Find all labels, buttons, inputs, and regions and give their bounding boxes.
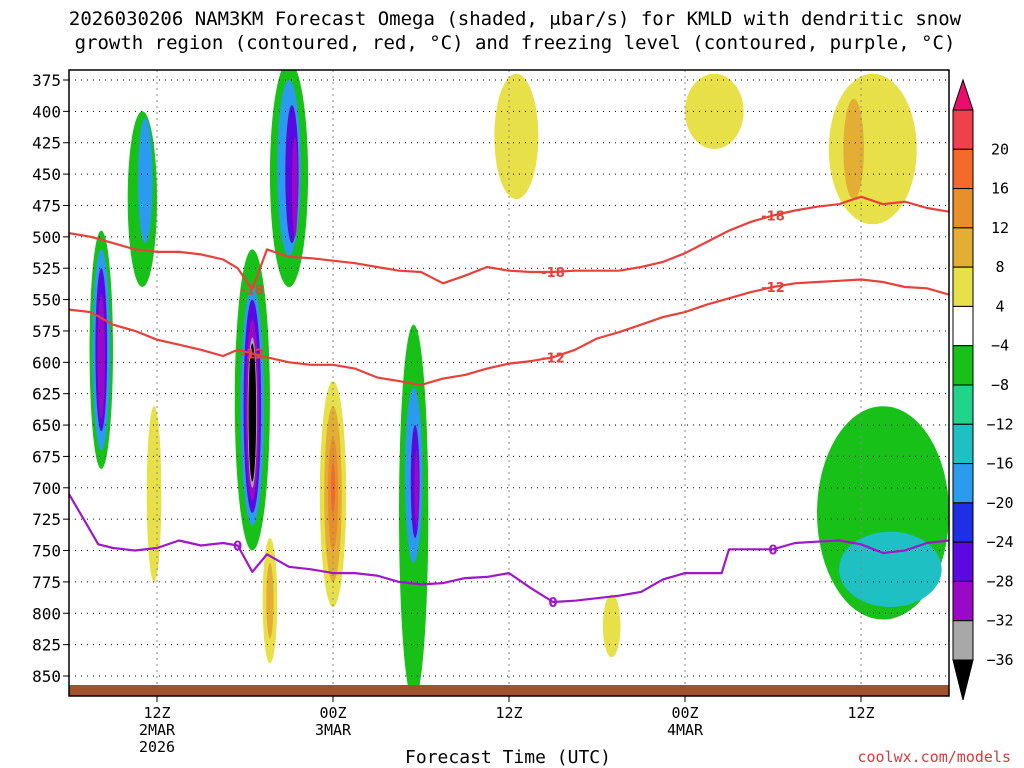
y-tick-label-725: 725 — [32, 510, 61, 529]
omega-region-19 — [414, 450, 419, 526]
colorbar-label-2: 12 — [991, 219, 1009, 237]
y-tick-label-650: 650 — [32, 416, 61, 435]
plot-area: -18 -18 -18 -12 -12 -12 0 0 0 — [69, 70, 949, 696]
colorbar-box-6 — [952, 305, 974, 347]
y-tick-label-800: 800 — [32, 604, 61, 623]
colorbar-box-11 — [952, 502, 974, 543]
contour-label-1-1: -12 — [541, 351, 565, 366]
colorbar-box-14 — [952, 620, 974, 661]
colorbar-label-12: −32 — [986, 612, 1013, 630]
ground-bar — [69, 685, 949, 696]
contour-label-2-0: 0 — [233, 540, 242, 555]
contour-label-2-2: 0 — [768, 543, 777, 558]
y-tick-label-575: 575 — [32, 322, 61, 341]
chart-title-line1: 2026030206 NAM3KM Forecast Omega (shaded… — [69, 8, 962, 30]
omega-region-28 — [266, 563, 274, 639]
colorbar-label-8: −16 — [986, 455, 1013, 473]
contour-label-1-0: -12 — [241, 348, 265, 363]
omega-region-33 — [602, 594, 621, 658]
x-tick-label-0-1: 2MAR — [139, 721, 176, 739]
x-tick-label-3-1: 4MAR — [667, 721, 704, 739]
colorbar-box-10 — [952, 463, 974, 504]
colorbar-label-10: −24 — [986, 533, 1013, 551]
omega-region-29 — [494, 73, 539, 200]
colorbar-label-7: −12 — [986, 415, 1013, 433]
omega-region-11 — [248, 343, 257, 482]
x-tick-label-0-0: 12Z — [143, 704, 170, 722]
credit-link[interactable]: coolwx.com/models — [857, 748, 1011, 766]
y-tick-label-775: 775 — [32, 573, 61, 592]
omega-region-3 — [97, 293, 105, 419]
y-tick-label-500: 500 — [32, 228, 61, 247]
omega-region-32 — [843, 98, 864, 200]
y-tick-label-375: 375 — [32, 71, 61, 90]
colorbar-box-7 — [952, 345, 974, 386]
colorbar-top-triangle — [952, 78, 974, 111]
contour-label-0-2: -18 — [761, 210, 785, 225]
chart-title-line2: growth region (contoured, red, °C) and f… — [75, 32, 956, 54]
contour-label-1-2: -12 — [761, 281, 785, 296]
y-tick-label-750: 750 — [32, 542, 61, 561]
colorbar-box-3 — [952, 188, 974, 229]
y-tick-label-475: 475 — [32, 196, 61, 215]
y-tick-label-450: 450 — [32, 165, 61, 184]
colorbar-bottom-triangle — [952, 659, 974, 701]
x-tick-label-2-0: 12Z — [495, 704, 522, 722]
colorbar-label-1: 16 — [991, 180, 1009, 198]
colorbar-box-8 — [952, 384, 974, 425]
contour-line-1 — [69, 278, 949, 386]
y-axis-ticks: 375 400 425 450 475 500 525 550 575 600 625 650 675 7… — [32, 71, 69, 686]
colorbar-label-13: −36 — [986, 651, 1013, 669]
colorbar-box-2 — [952, 148, 974, 190]
colorbar-box-1 — [952, 109, 974, 150]
omega-shading — [89, 70, 949, 696]
colorbar-label-4: 4 — [995, 297, 1004, 315]
y-tick-label-700: 700 — [32, 479, 61, 498]
colorbar-box-13 — [952, 580, 974, 622]
x-axis-label: Forecast Time (UTC) — [405, 747, 611, 768]
y-tick-label-850: 850 — [32, 667, 61, 686]
y-tick-label-550: 550 — [32, 291, 61, 310]
y-tick-label-675: 675 — [32, 447, 61, 466]
colorbar-box-12 — [952, 541, 974, 582]
omega-region-21 — [839, 531, 942, 607]
x-tick-label-0-2: 2026 — [139, 738, 175, 756]
colorbar-label-3: 8 — [995, 258, 1004, 276]
contour-line-2 — [69, 493, 949, 604]
colorbar-label-6: −8 — [991, 376, 1009, 394]
colorbar-label-9: −20 — [986, 494, 1013, 512]
colorbar-box-4 — [952, 227, 974, 268]
y-tick-label-400: 400 — [32, 102, 61, 121]
x-tick-label-3-0: 00Z — [671, 704, 698, 722]
grid — [69, 70, 949, 696]
y-tick-label-425: 425 — [32, 134, 61, 153]
x-tick-label-4-0: 12Z — [847, 704, 874, 722]
temperature-contours: -18 -18 -18 -12 -12 -12 0 0 0 — [69, 195, 949, 611]
omega-region-26 — [146, 406, 162, 582]
colorbar-box-9 — [952, 423, 974, 465]
y-tick-label-825: 825 — [32, 636, 61, 655]
y-tick-label-600: 600 — [32, 353, 61, 372]
contour-label-0-0: -18 — [241, 284, 265, 299]
colorbar: 20 16 12 8 4 −4 −8 −12 −16 −20 −24 −28 −32 −36 — [952, 78, 1014, 701]
omega-region-30 — [685, 73, 744, 150]
y-tick-label-625: 625 — [32, 385, 61, 404]
omega-region-15 — [291, 136, 298, 237]
contour-label-2-1: 0 — [548, 596, 557, 611]
colorbar-label-0: 20 — [991, 140, 1009, 158]
x-tick-label-1-0: 00Z — [319, 704, 346, 722]
colorbar-label-5: −4 — [991, 337, 1009, 355]
contour-label-0-1: -18 — [541, 266, 565, 281]
omega-region-5 — [137, 117, 153, 244]
colorbar-label-11: −28 — [986, 572, 1013, 590]
contour-line-0 — [69, 195, 949, 291]
colorbar-box-5 — [952, 266, 974, 307]
x-tick-label-1-1: 3MAR — [315, 721, 352, 739]
y-tick-label-525: 525 — [32, 259, 61, 278]
